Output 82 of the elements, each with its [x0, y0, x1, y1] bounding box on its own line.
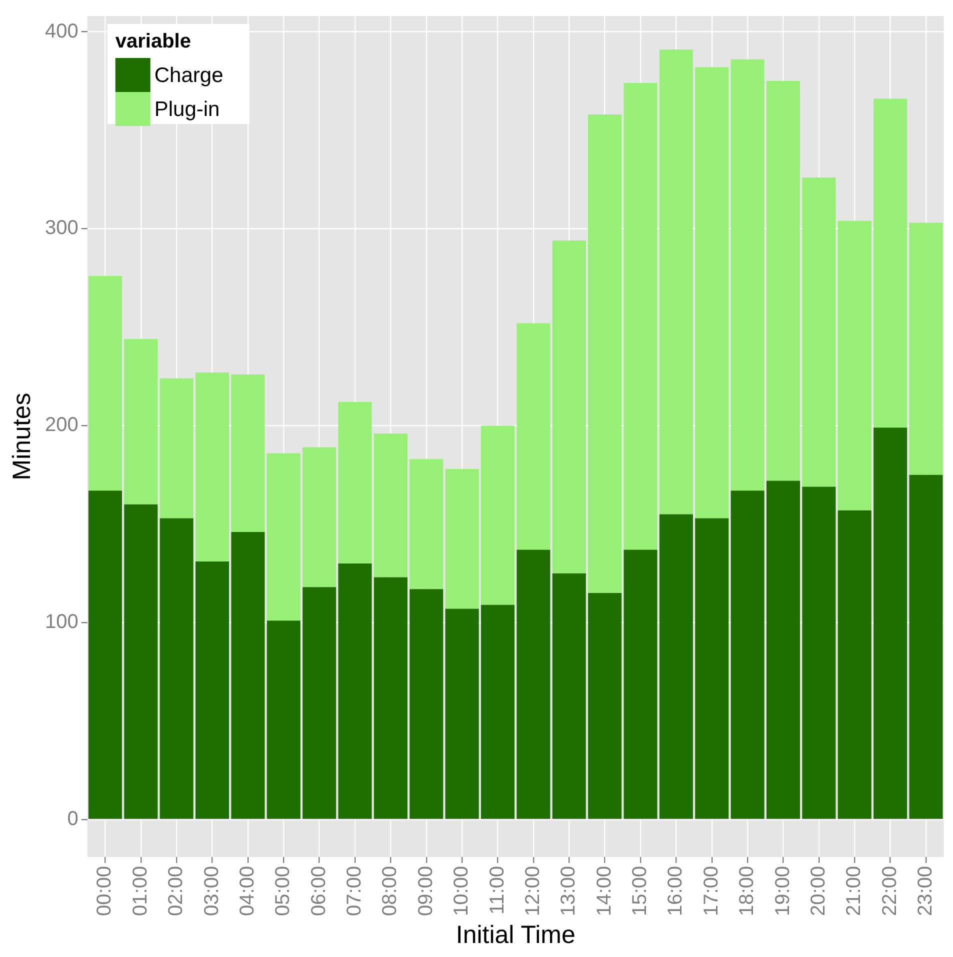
x-tick-label: 05:00	[272, 866, 294, 916]
bar	[266, 620, 300, 819]
y-tick-label: 0	[67, 808, 78, 830]
bar	[659, 514, 693, 819]
x-tick-label: 16:00	[664, 866, 687, 916]
x-tick-label: 04:00	[236, 866, 258, 916]
bar	[766, 480, 800, 819]
bar	[196, 372, 230, 562]
bar	[160, 518, 194, 819]
bar	[659, 49, 693, 514]
bar	[374, 434, 408, 578]
bar	[552, 240, 586, 574]
y-tick-label: 400	[44, 20, 78, 42]
bar	[695, 67, 729, 518]
bar	[802, 486, 836, 819]
x-tick-label: 15:00	[629, 866, 652, 916]
y-tick-label: 200	[44, 414, 78, 436]
bar	[516, 550, 550, 819]
bar	[124, 504, 158, 819]
x-tick-label: 18:00	[736, 866, 758, 916]
x-tick-label: 02:00	[165, 866, 188, 916]
x-tick-label: 06:00	[308, 866, 330, 916]
legend-label: Charge	[154, 64, 224, 87]
bar	[838, 220, 872, 510]
x-tick-label: 12:00	[522, 866, 544, 916]
bar	[909, 222, 943, 475]
bar	[338, 402, 372, 564]
bar	[624, 82, 658, 550]
x-tick-label: 22:00	[878, 866, 901, 916]
bar	[410, 459, 444, 590]
y-axis-title: Minutes	[8, 392, 36, 480]
bar	[302, 447, 336, 588]
x-tick-label: 14:00	[593, 866, 616, 916]
bar	[480, 604, 515, 819]
x-tick-label: 21:00	[843, 866, 866, 916]
bar	[338, 564, 372, 819]
bar	[160, 378, 194, 518]
bar	[302, 587, 336, 819]
x-tick-label: 07:00	[344, 866, 366, 916]
x-tick-label: 23:00	[914, 866, 937, 916]
x-tick-label: 20:00	[807, 866, 830, 916]
bar	[730, 490, 764, 819]
bar	[909, 474, 943, 819]
bar	[874, 428, 908, 819]
bar	[516, 323, 550, 550]
y-tick-label: 300	[44, 217, 78, 240]
bar	[266, 453, 300, 621]
bar	[480, 426, 515, 605]
bar	[766, 80, 800, 481]
x-tick-label: 08:00	[379, 866, 402, 916]
bar	[874, 98, 908, 428]
bar	[88, 276, 122, 491]
x-axis-title: Initial Time	[456, 920, 576, 949]
x-tick-label: 09:00	[414, 866, 437, 916]
legend-label: Plug-in	[154, 98, 220, 121]
bar	[124, 338, 158, 504]
bar	[374, 577, 408, 819]
x-tick-label: 11:00	[486, 866, 508, 915]
bar	[730, 59, 764, 491]
bar	[588, 114, 622, 594]
bar	[838, 510, 872, 819]
x-tick-label: 17:00	[700, 866, 722, 916]
bar	[196, 562, 230, 819]
bar	[624, 550, 658, 819]
bar	[231, 374, 265, 532]
bar	[445, 608, 479, 819]
bar	[410, 589, 444, 819]
x-tick-label: 00:00	[94, 866, 116, 916]
bar	[802, 177, 836, 487]
x-tick-label: 10:00	[450, 866, 473, 916]
bar	[588, 593, 622, 819]
bar	[445, 468, 479, 609]
x-tick-label: 03:00	[200, 866, 223, 916]
bar	[552, 573, 586, 819]
y-tick-label: 100	[44, 611, 78, 634]
x-tick-label: 01:00	[129, 866, 152, 916]
bar	[695, 518, 729, 819]
bar	[231, 532, 265, 819]
bar	[88, 490, 122, 819]
x-tick-label: 19:00	[772, 866, 794, 916]
legend-title: variable	[115, 30, 191, 53]
x-tick-label: 13:00	[558, 866, 580, 916]
